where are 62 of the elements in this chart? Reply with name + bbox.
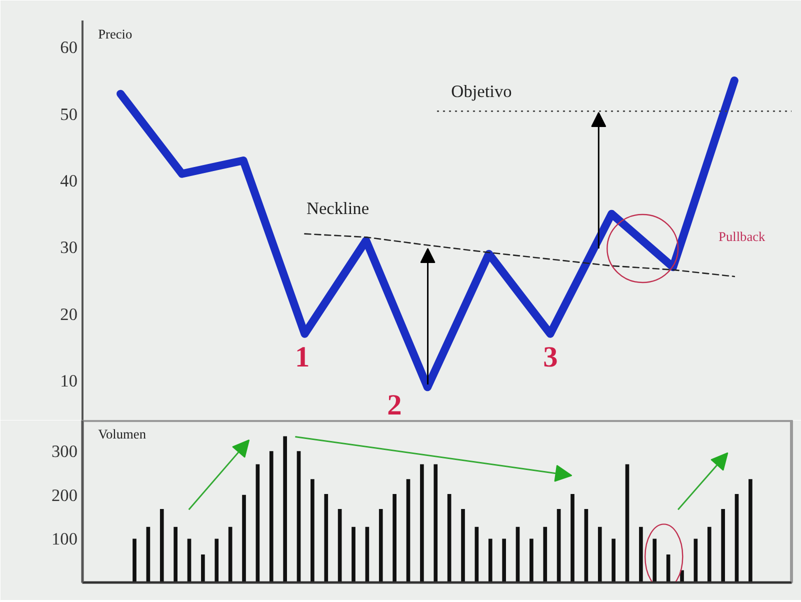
bar bbox=[420, 464, 424, 582]
bar bbox=[625, 464, 630, 582]
bar bbox=[283, 436, 287, 582]
bar bbox=[406, 479, 410, 582]
bar bbox=[488, 538, 492, 582]
bar bbox=[434, 464, 438, 582]
y-tick-label: 200 bbox=[52, 486, 78, 505]
bar bbox=[365, 526, 370, 582]
ref-line-label: Objetivo bbox=[451, 82, 512, 102]
bar bbox=[734, 494, 739, 582]
bar bbox=[707, 526, 712, 582]
annotation: Neckline bbox=[306, 199, 370, 218]
bar bbox=[694, 538, 698, 582]
bar bbox=[639, 526, 643, 582]
bar bbox=[378, 508, 383, 582]
bar bbox=[598, 526, 602, 582]
bar bbox=[543, 526, 548, 582]
bar bbox=[516, 526, 520, 582]
bar bbox=[474, 526, 479, 582]
y-tick-label: 60 bbox=[60, 38, 78, 58]
bar bbox=[556, 508, 561, 582]
bar bbox=[160, 508, 164, 582]
bar bbox=[324, 494, 328, 582]
bar bbox=[530, 538, 534, 582]
annotation: Pullback bbox=[718, 229, 766, 244]
bar bbox=[296, 451, 301, 582]
annotation: 1 bbox=[294, 342, 310, 374]
y-tick-label: 20 bbox=[60, 304, 78, 324]
bar bbox=[680, 570, 684, 582]
bar bbox=[338, 508, 342, 582]
bar bbox=[187, 538, 192, 582]
bar bbox=[201, 554, 205, 582]
y-tick-label: 40 bbox=[60, 172, 78, 190]
bar bbox=[570, 494, 574, 582]
bar bbox=[352, 526, 356, 582]
bar bbox=[146, 526, 150, 582]
y-axis-title: Precio bbox=[98, 26, 132, 42]
y-tick-label: 50 bbox=[60, 104, 78, 124]
bar bbox=[447, 494, 452, 582]
y-tick-label: 30 bbox=[60, 238, 78, 258]
bar bbox=[612, 538, 616, 582]
bar bbox=[502, 538, 506, 582]
bar bbox=[392, 494, 396, 582]
bar bbox=[269, 451, 274, 582]
bar bbox=[174, 526, 178, 582]
y-tick-label: 300 bbox=[52, 442, 78, 462]
bar bbox=[652, 538, 657, 582]
bar bbox=[214, 538, 219, 582]
annotation: 3 bbox=[543, 342, 558, 374]
bar bbox=[228, 526, 232, 582]
bar bbox=[256, 464, 260, 582]
bar bbox=[461, 508, 465, 582]
bar bbox=[132, 538, 136, 582]
bar bbox=[584, 508, 588, 582]
bar bbox=[748, 479, 752, 582]
y-tick-label: 100 bbox=[52, 530, 78, 549]
bar bbox=[310, 479, 314, 582]
y-tick-label: 10 bbox=[60, 372, 78, 390]
annotation: 2 bbox=[387, 390, 402, 422]
bar bbox=[721, 508, 725, 582]
bar bbox=[242, 494, 246, 582]
y-axis-title: Volumen bbox=[98, 426, 146, 442]
